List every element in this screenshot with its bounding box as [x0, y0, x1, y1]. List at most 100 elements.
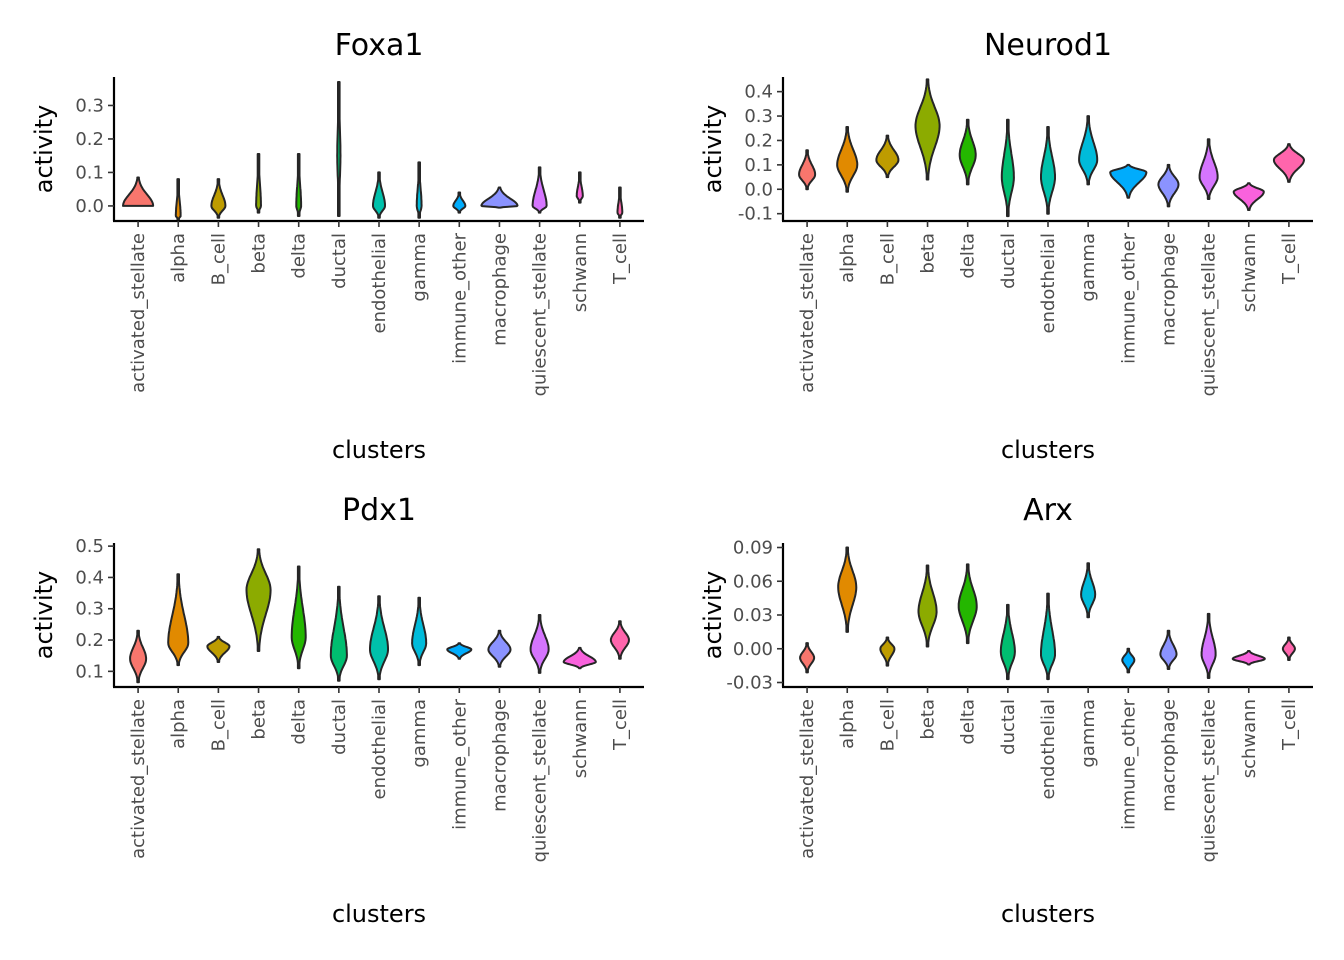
x-tick-label: T_cell: [1279, 233, 1300, 285]
x-tick-label: ductal: [998, 233, 1019, 289]
violin-activated_stellate: [129, 629, 148, 684]
violin-T_cell: [616, 186, 624, 219]
x-tick-label: schwann: [1239, 699, 1260, 778]
violin-gamma: [1078, 115, 1099, 186]
x-tick-label: immune_other: [1118, 232, 1139, 364]
x-tick-label: quiescent_stellate: [530, 233, 551, 396]
violin-beta: [255, 153, 262, 214]
x-tick-label: T_cell: [610, 233, 631, 285]
x-tick-label: T_cell: [1279, 699, 1300, 751]
x-tick-label: macrophage: [1158, 699, 1179, 812]
y-tick-label: 0.1: [75, 661, 104, 682]
y-tick-label: 0.3: [744, 106, 773, 127]
x-tick-label: schwann: [570, 699, 591, 778]
panel-title: Neurod1: [984, 28, 1112, 63]
y-tick-label: 0.1: [75, 162, 104, 183]
violin-quiescent_stellate: [529, 614, 550, 674]
violin-beta: [914, 78, 941, 181]
y-tick-label: 0.06: [733, 571, 773, 592]
violin-endothelial: [369, 595, 389, 681]
y-tick-label: 0.3: [75, 599, 104, 620]
x-tick-label: B_cell: [877, 699, 898, 751]
violin-quiescent_stellate: [1198, 138, 1219, 200]
violin-T_cell: [1281, 636, 1296, 661]
x-tick-label: alpha: [837, 699, 858, 749]
x-tick-label: quiescent_stellate: [1199, 233, 1220, 396]
x-tick-label: beta: [249, 233, 270, 274]
x-tick-label: beta: [918, 233, 939, 274]
x-tick-label: endothelial: [369, 699, 390, 800]
violin-beta: [917, 564, 938, 648]
violin-gamma: [411, 596, 428, 667]
x-tick-label: endothelial: [1038, 699, 1059, 800]
x-axis-label: clusters: [1001, 900, 1095, 928]
y-axis-label: activity: [30, 105, 58, 193]
violin-schwann: [1232, 182, 1265, 211]
y-axis-label: activity: [699, 105, 727, 193]
violin-delta: [290, 565, 307, 670]
panel-title: Pdx1: [342, 493, 416, 528]
y-tick-label: 0.5: [75, 536, 104, 557]
y-tick-label: -0.1: [738, 204, 773, 225]
violin-ductal: [336, 81, 342, 217]
x-tick-label: activated_stellate: [797, 233, 818, 393]
violin-endothelial: [1040, 126, 1056, 215]
violin-schwann: [562, 646, 597, 670]
violin-alpha: [174, 178, 182, 221]
violin-beta: [245, 548, 272, 652]
panel-0: Foxa1 activity clusters 0.0 0.1 0.2 0.3 activat…: [30, 28, 644, 464]
x-tick-label: quiescent_stellate: [1199, 699, 1220, 862]
violin-B_cell: [875, 134, 900, 179]
panel-title: Foxa1: [335, 28, 424, 63]
violin-macrophage: [487, 629, 512, 668]
x-tick-label: beta: [249, 699, 270, 740]
panel-title: Arx: [1023, 493, 1073, 528]
y-tick-label: 0.4: [75, 567, 104, 588]
violin-gamma: [415, 161, 423, 219]
y-tick-label: 0.0: [744, 179, 773, 200]
x-tick-label: gamma: [409, 233, 430, 302]
x-tick-label: macrophage: [489, 699, 510, 812]
violin-activated_stellate: [799, 642, 816, 674]
violin-quiescent_stellate: [531, 166, 548, 214]
x-tick-label: immune_other: [449, 698, 470, 830]
violin-quiescent_stellate: [1200, 612, 1217, 679]
violin-endothelial: [372, 171, 386, 219]
y-tick-label: -0.03: [726, 673, 773, 694]
violin-schwann: [575, 171, 584, 204]
panel-1: Neurod1 activity clusters -0.1 0.0 0.1 0.2 0.3 0…: [699, 28, 1313, 464]
x-tick-label: ductal: [329, 233, 350, 289]
x-tick-label: beta: [918, 699, 939, 740]
x-tick-label: schwann: [1239, 233, 1260, 312]
x-tick-label: activated_stellate: [128, 233, 149, 393]
x-tick-label: B_cell: [208, 699, 229, 751]
violin-alpha: [836, 126, 859, 193]
violin-T_cell: [1272, 143, 1305, 183]
x-tick-label: B_cell: [208, 233, 229, 285]
x-tick-label: gamma: [1078, 233, 1099, 302]
y-tick-label: 0.03: [733, 605, 773, 626]
y-tick-label: 0.2: [744, 130, 773, 151]
x-tick-label: alpha: [168, 233, 189, 283]
y-axis-label: activity: [30, 571, 58, 659]
violin-immune_other: [446, 642, 473, 660]
x-tick-label: alpha: [168, 699, 189, 749]
x-tick-label: B_cell: [877, 233, 898, 285]
x-tick-label: delta: [289, 233, 310, 279]
panel-2: Pdx1 activity clusters 0.1 0.2 0.3 0.4 0.5 activ…: [30, 493, 644, 928]
violin-B_cell: [210, 178, 227, 219]
x-axis-label: clusters: [1001, 436, 1095, 464]
panel-3: Arx activity clusters -0.03 0.00 0.03 0.06 0.09…: [699, 493, 1313, 928]
x-tick-label: ductal: [998, 699, 1019, 755]
y-tick-label: 0.1: [744, 155, 773, 176]
violin-endothelial: [1040, 592, 1056, 681]
x-tick-label: delta: [958, 699, 979, 745]
violin-alpha: [167, 573, 190, 667]
violin-immune_other: [1109, 163, 1148, 199]
x-axis-label: clusters: [332, 436, 426, 464]
violin-delta: [957, 563, 978, 645]
y-tick-label: 0.4: [744, 82, 773, 103]
x-tick-label: macrophage: [489, 233, 510, 346]
y-axis-label: activity: [699, 571, 727, 659]
